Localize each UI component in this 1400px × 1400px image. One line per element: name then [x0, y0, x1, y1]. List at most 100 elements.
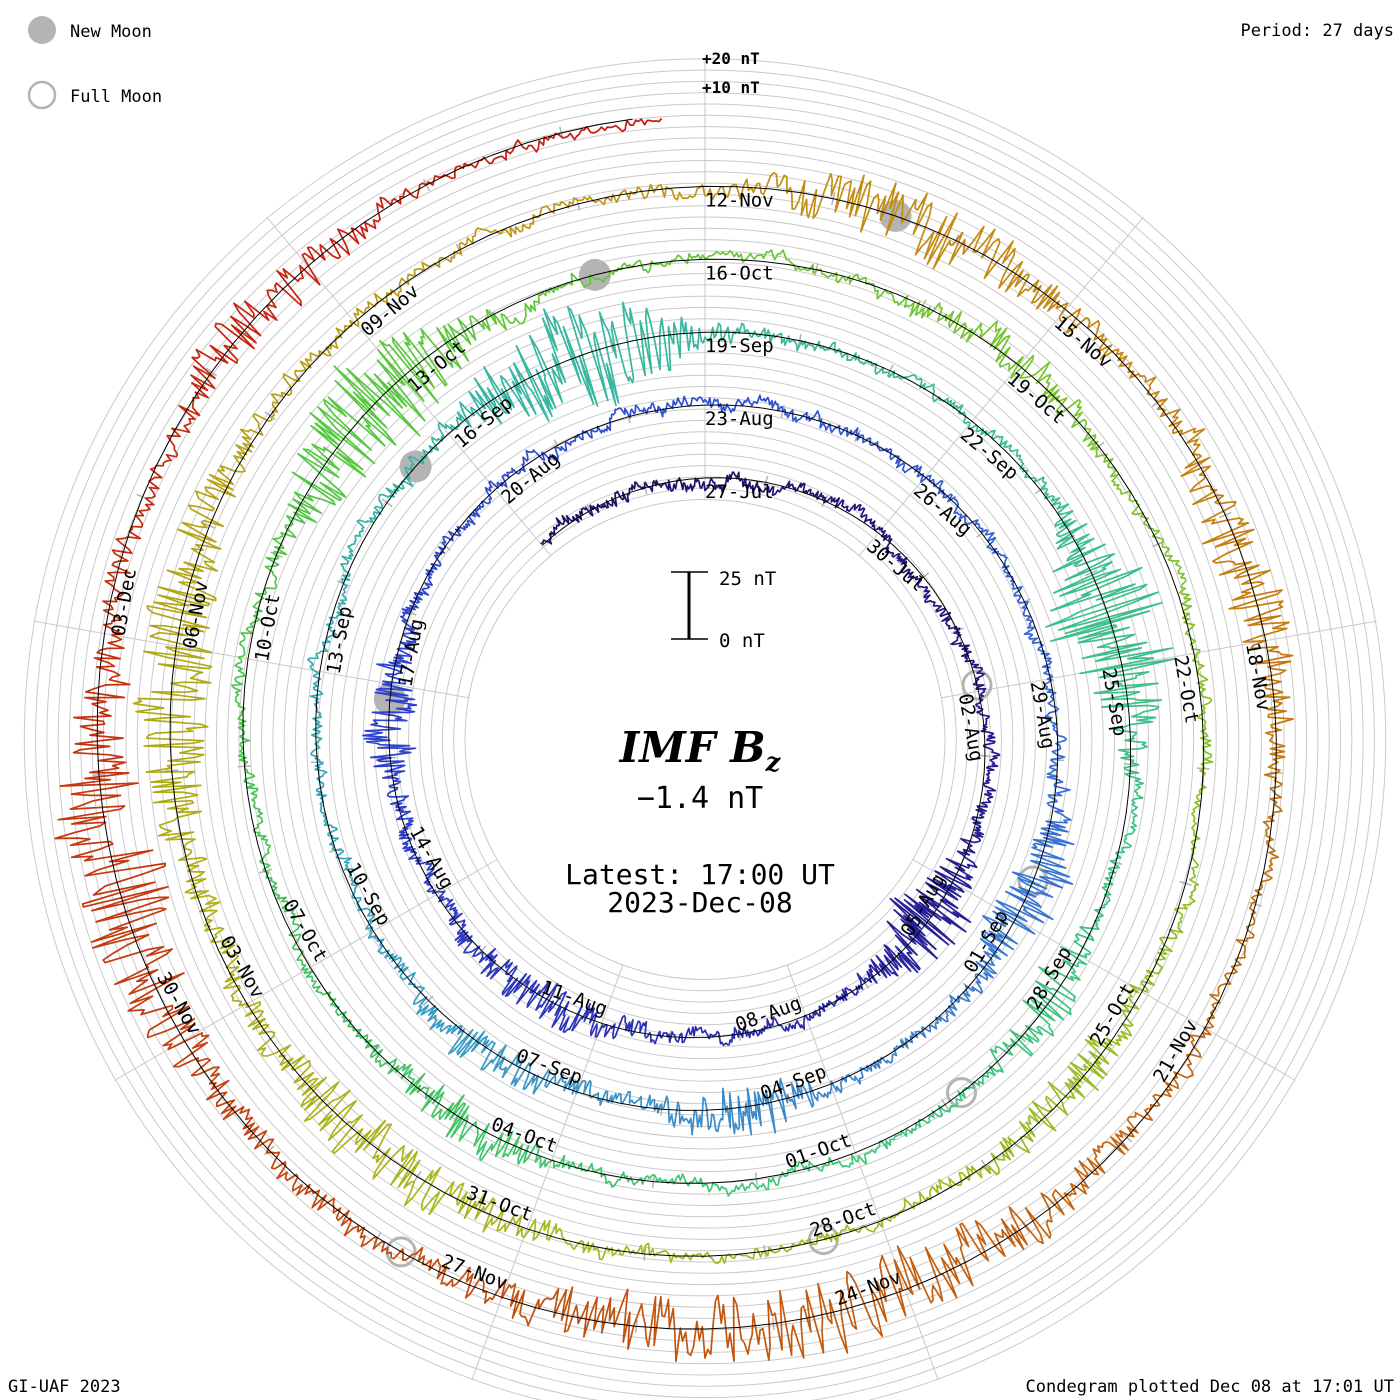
- plus10-nt-label: +10 nT: [702, 78, 760, 97]
- bz-trace-segment: [367, 934, 428, 1015]
- bz-trace-segment: [1043, 678, 1067, 761]
- scale-bar: 25 nT 0 nT: [671, 568, 776, 652]
- bz-trace-segment: [662, 1087, 753, 1136]
- date-label: 30-Nov: [152, 968, 205, 1038]
- date-label: 12-Nov: [705, 189, 774, 211]
- grid-radial: [941, 620, 1377, 699]
- bz-trace-segment: [1010, 354, 1099, 451]
- bz-trace-segment: [704, 394, 784, 414]
- date-label: 31-Oct: [463, 1182, 535, 1226]
- bz-trace-segment: [425, 132, 563, 186]
- bz-trace-segment: [1161, 538, 1201, 653]
- bz-trace-segment: [636, 1294, 774, 1363]
- bz-trace-segment: [603, 301, 704, 384]
- bz-trace-segment: [272, 448, 347, 559]
- bz-trace-segment: [627, 395, 706, 419]
- bz-trace-segment: [1073, 859, 1120, 959]
- bz-trace-segment: [488, 446, 559, 489]
- date-label: 25-Sep: [1097, 666, 1131, 737]
- bz-trace-segment: [920, 474, 987, 533]
- bz-trace-segment: [557, 407, 629, 452]
- bz-trace-segment: [512, 306, 620, 422]
- bz-trace-segment: [857, 1104, 951, 1165]
- grid-radial: [912, 859, 1296, 1081]
- bz-trace-segment: [458, 197, 578, 255]
- bz-trace-segment: [370, 1048, 467, 1138]
- bz-trace-segment: [1039, 482, 1116, 582]
- bz-trace-segment: [762, 480, 826, 501]
- bz-trace-segment: [1250, 771, 1283, 904]
- bz-trace-segment: [266, 1151, 378, 1248]
- bz-trace-segment: [1119, 1026, 1212, 1138]
- date-label: 02-Aug: [954, 692, 988, 763]
- bz-trace-segment: [1129, 885, 1197, 993]
- date-label: 27-Jul: [705, 481, 774, 503]
- bz-trace-segment: [1079, 657, 1176, 763]
- bz-trace-segment: [1156, 398, 1237, 524]
- bz-trace-segment: [984, 529, 1023, 604]
- scale-bar-top-label: 25 nT: [719, 568, 776, 590]
- bz-trace-segment: [995, 838, 1074, 924]
- bz-trace-segment: [403, 1166, 525, 1239]
- bz-trace-segment: [950, 629, 987, 692]
- bz-trace-segment: [362, 683, 418, 759]
- bz-trace-segment: [90, 907, 196, 1051]
- bz-trace-segment: [102, 497, 155, 636]
- center-title: IMF Bz: [619, 723, 782, 778]
- bz-trace-segment: [244, 1001, 340, 1111]
- center-title-main: IMF B: [619, 723, 766, 772]
- bz-trace-segment: [881, 1165, 992, 1228]
- bz-trace-segment: [1202, 517, 1290, 643]
- bz-trace-segment: [441, 481, 493, 547]
- bz-trace-segment: [702, 471, 764, 494]
- bz-trace-segment: [917, 577, 961, 631]
- bz-trace-segment: [823, 496, 881, 531]
- bz-trace-segment: [949, 1029, 1033, 1109]
- bz-trace-segment: [1249, 639, 1294, 774]
- bz-trace-segment: [401, 546, 447, 613]
- scale-bar-bottom-label: 0 nT: [719, 630, 765, 652]
- date-label: 17-Aug: [395, 617, 429, 688]
- grid-radial: [471, 964, 624, 1381]
- bz-trace-segment: [655, 1173, 761, 1197]
- date-label: 06-Nov: [179, 579, 213, 650]
- bz-trace-segment: [1203, 903, 1257, 1029]
- date-label: 11-Aug: [538, 976, 610, 1020]
- bz-trace-segment: [702, 322, 798, 347]
- date-label: 23-Aug: [705, 408, 774, 430]
- bz-trace-segment: [746, 1077, 833, 1134]
- bz-trace-segment: [475, 947, 541, 1008]
- bz-trace-segment: [1188, 767, 1207, 887]
- bz-trace-segment: [438, 890, 481, 958]
- legend-new-moon-label: New Moon: [70, 22, 152, 42]
- bz-trace-segment: [582, 1079, 665, 1114]
- bz-trace-segment: [668, 1025, 740, 1047]
- bz-trace-segment: [377, 424, 445, 500]
- bz-trace-segment: [1067, 984, 1140, 1099]
- new-moon-icon: [28, 16, 56, 44]
- bz-trace-segment: [782, 408, 860, 437]
- bz-trace-segment: [887, 370, 970, 424]
- center-latest-date: 2023-Dec-08: [607, 886, 792, 919]
- bz-trace-segment: [738, 1014, 807, 1039]
- full-moon-marker: [946, 1077, 977, 1109]
- date-label: 13-Sep: [323, 604, 357, 675]
- grid-radial: [786, 964, 939, 1381]
- bz-trace-segment: [1045, 560, 1174, 663]
- bz-trace-segment: [398, 827, 442, 895]
- center-latest-time: Latest: 17:00 UT: [565, 858, 835, 891]
- date-label: 24-Nov: [832, 1266, 904, 1310]
- bz-trace-segment: [1021, 601, 1054, 680]
- bz-trace-segment: [167, 1032, 275, 1154]
- date-label: 28-Oct: [807, 1198, 879, 1242]
- bz-trace-segment: [373, 756, 414, 830]
- bz-trace-segment: [1058, 307, 1160, 403]
- bz-trace-segment: [303, 1089, 421, 1189]
- bz-trace-segment: [889, 877, 972, 960]
- bz-trace-segment: [971, 755, 999, 821]
- bz-trace-segment: [1020, 1130, 1129, 1245]
- date-label: 08-Aug: [732, 992, 804, 1036]
- bz-trace-segment: [771, 1255, 907, 1359]
- bz-trace-segment: [303, 970, 380, 1058]
